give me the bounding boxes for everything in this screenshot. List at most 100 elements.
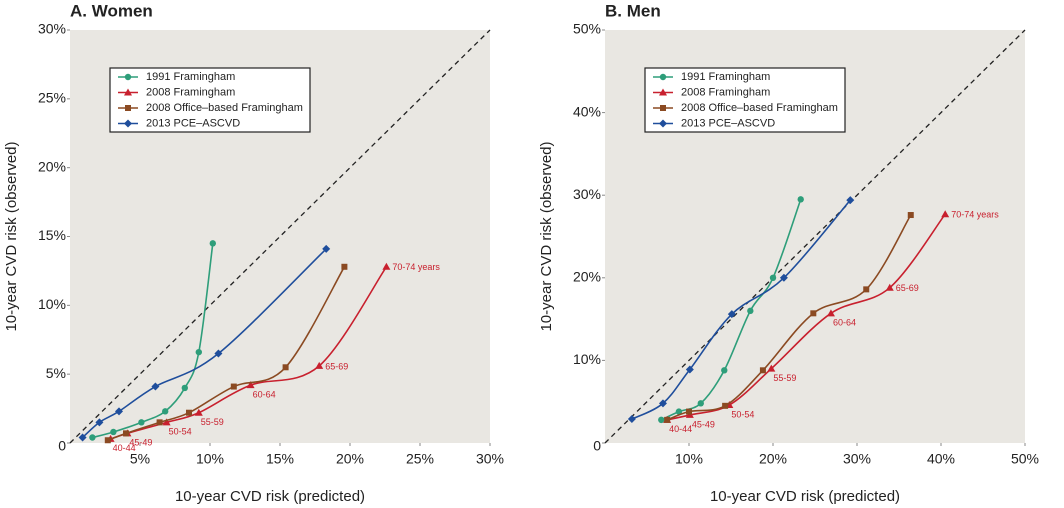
- legend-label: 1991 Framingham: [146, 71, 235, 83]
- y-tick-label: 15%: [38, 227, 66, 243]
- point: [810, 310, 817, 317]
- y-tick-label: 5%: [46, 365, 66, 381]
- point: [315, 361, 324, 369]
- point: [907, 212, 914, 219]
- legend-box: [644, 67, 846, 133]
- y-axis-title: 10-year CVD risk (observed): [538, 141, 555, 331]
- point: [322, 244, 331, 253]
- point-label: 65-69: [896, 283, 919, 293]
- legend-marker: [124, 119, 132, 128]
- point: [123, 430, 129, 437]
- y-tick-label: 30%: [38, 21, 66, 37]
- point: [156, 419, 163, 426]
- x-tick-label: 25%: [406, 451, 434, 467]
- x-tick-label: 30%: [476, 451, 504, 467]
- y-tick-label: 0: [593, 438, 601, 454]
- y-tick-label: 10%: [38, 296, 66, 312]
- point: [89, 434, 96, 441]
- point: [685, 365, 694, 374]
- point: [341, 263, 348, 270]
- point: [769, 274, 777, 281]
- point: [162, 418, 171, 426]
- x-tick-label: 10%: [675, 451, 703, 467]
- legend-label: 2008 Office–based Framingham: [146, 102, 303, 114]
- x-tick-label: 5%: [130, 451, 150, 467]
- point-label: 50-54: [731, 409, 754, 419]
- legend-marker: [124, 73, 132, 81]
- point: [195, 348, 202, 356]
- point: [78, 433, 87, 442]
- point-label: 40-44: [669, 424, 692, 434]
- point: [627, 415, 636, 424]
- point: [664, 416, 671, 423]
- point: [382, 262, 391, 270]
- y-tick-label: 50%: [573, 21, 601, 37]
- point-label: 70-74 years: [951, 210, 999, 220]
- y-tick-label: 20%: [573, 269, 601, 285]
- point: [686, 408, 692, 415]
- point: [282, 364, 289, 371]
- point: [214, 349, 223, 358]
- y-axis-title: 10-year CVD risk (observed): [3, 141, 20, 331]
- point-label: 55-59: [201, 417, 224, 427]
- y-tick-label: 40%: [573, 103, 601, 119]
- point: [675, 408, 683, 415]
- point: [110, 428, 117, 436]
- point-label: 60-64: [253, 390, 276, 400]
- legend-marker: [659, 73, 667, 81]
- point: [658, 399, 667, 408]
- point: [885, 283, 894, 291]
- y-tick-label: 25%: [38, 90, 66, 106]
- point: [115, 407, 123, 416]
- x-tick-label: 40%: [927, 451, 955, 467]
- x-tick-label: 50%: [1011, 451, 1039, 467]
- x-tick-label: 10%: [196, 451, 224, 467]
- legend-marker: [125, 105, 131, 111]
- point: [846, 196, 855, 205]
- y-tick-label: 0: [58, 438, 66, 454]
- x-tick-label: 30%: [843, 451, 871, 467]
- point: [138, 419, 145, 426]
- point-label: 50-54: [169, 427, 192, 437]
- point: [697, 400, 704, 407]
- legend-label: 2008 Office–based Framingham: [681, 102, 838, 114]
- y-tick-label: 20%: [38, 158, 66, 174]
- point: [797, 196, 804, 203]
- x-axis-title: 10-year CVD risk (predicted): [175, 488, 365, 505]
- point: [863, 286, 870, 293]
- legend-marker: [659, 119, 667, 128]
- point: [209, 240, 216, 247]
- point: [194, 408, 203, 416]
- point: [747, 307, 754, 315]
- x-tick-label: 15%: [266, 451, 294, 467]
- panel-title: A. Women: [70, 1, 153, 20]
- point-label: 70-74 years: [392, 262, 440, 272]
- point-label: 45-49: [692, 419, 715, 429]
- point: [779, 273, 788, 282]
- x-axis-title: 10-year CVD risk (predicted): [710, 488, 900, 505]
- point: [104, 437, 111, 444]
- point: [181, 384, 188, 392]
- point: [658, 416, 665, 424]
- point-label: 60-64: [833, 318, 856, 328]
- legend-marker: [124, 88, 132, 96]
- identity-line: [69, 29, 491, 444]
- x-tick-label: 20%: [759, 451, 787, 467]
- point: [95, 418, 104, 427]
- legend-label: 2008 Framingham: [146, 86, 235, 98]
- point: [186, 409, 192, 416]
- identity-line: [604, 29, 1026, 444]
- point-label: 55-59: [773, 373, 796, 383]
- point: [162, 408, 169, 415]
- legend-box: [109, 67, 311, 133]
- point-label: 45-49: [129, 438, 152, 448]
- point: [941, 210, 950, 218]
- point: [246, 381, 255, 389]
- point: [230, 383, 237, 390]
- point: [721, 367, 728, 374]
- point: [727, 310, 736, 319]
- x-tick-label: 20%: [336, 451, 364, 467]
- point-label: 40-44: [113, 443, 136, 453]
- y-tick-label: 10%: [573, 351, 601, 367]
